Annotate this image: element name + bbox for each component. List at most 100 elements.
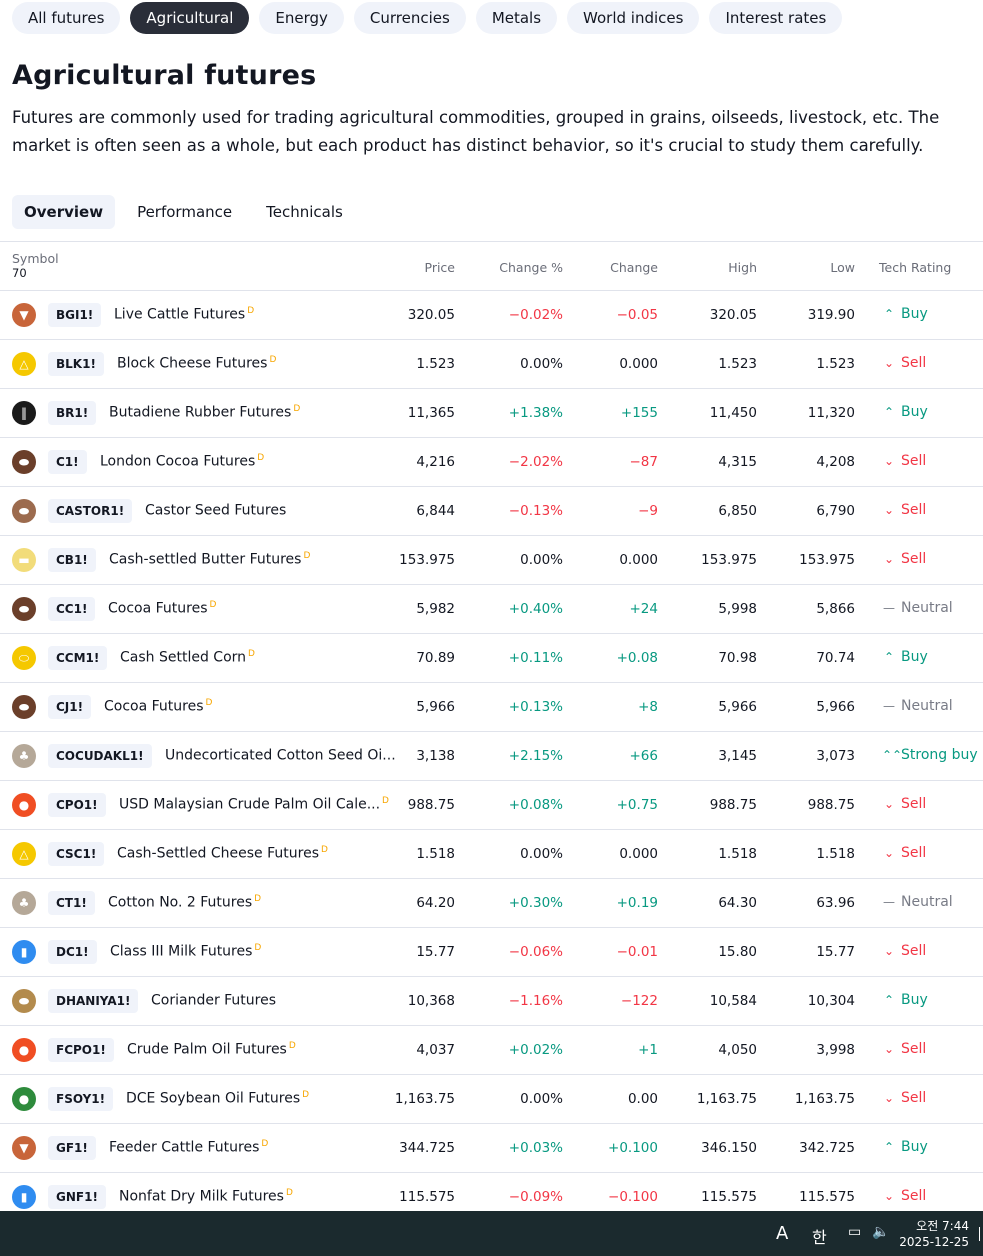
low-cell: 3,998	[816, 1042, 855, 1058]
ticker-badge[interactable]: CC1!	[48, 597, 96, 621]
header-tech-rating[interactable]: Tech Rating	[879, 260, 952, 275]
header-low[interactable]: Low	[830, 260, 855, 275]
table-row[interactable]: ⬬ C1! London Cocoa Futures D 4,216 −2.02% −87 4…	[0, 438, 983, 487]
double-chevron-up-icon: ⌃⌃	[882, 748, 903, 762]
low-cell: 342.725	[799, 1140, 855, 1156]
table-row[interactable]: ● FSOY1! DCE Soybean Oil Futures D 1,163.75 0…	[0, 1075, 983, 1124]
change-percent-cell: 0.00%	[520, 552, 563, 568]
table-row[interactable]: △ BLK1! Block Cheese Futures D 1.523 0.00% 0.0…	[0, 340, 983, 389]
tab-overview[interactable]: Overview	[12, 195, 116, 229]
symbol-name[interactable]: DCE Soybean Oil Futures D	[126, 1090, 309, 1107]
table-row[interactable]: ▼ GF1! Feeder Cattle Futures D 344.725 +0.03%…	[0, 1124, 983, 1173]
table-row[interactable]: ♣ COCUDAKL1! Undecorticated Cotton Seed Oi…	[0, 732, 983, 781]
tech-rating-cell: ⌄ Sell	[882, 551, 926, 567]
tech-rating-label: Buy	[901, 1139, 928, 1155]
table-row[interactable]: ⬬ DHANIYA1! Coriander Futures 10,368 −1.16% −…	[0, 977, 983, 1026]
header-change[interactable]: Change	[610, 260, 658, 275]
category-pill-currencies[interactable]: Currencies	[353, 2, 466, 34]
clock[interactable]: 오전 7:44 2025-12-25	[899, 1218, 969, 1250]
symbol-name[interactable]: Castor Seed Futures	[145, 502, 288, 519]
network-icon[interactable]: ▭	[848, 1224, 862, 1240]
table-row[interactable]: ▮ DC1! Class III Milk Futures D 15.77 −0.06% −…	[0, 928, 983, 977]
low-cell: 1,163.75	[794, 1091, 855, 1107]
table-row[interactable]: ⬬ CASTOR1! Castor Seed Futures 6,844 −0.13% −…	[0, 487, 983, 536]
table-row[interactable]: ▬ CB1! Cash-settled Butter Futures D 153.975…	[0, 536, 983, 585]
header-symbol[interactable]: Symbol 70	[12, 251, 59, 281]
tab-technicals[interactable]: Technicals	[266, 203, 343, 221]
volume-icon[interactable]: 🔈	[872, 1224, 890, 1240]
header-price[interactable]: Price	[424, 260, 456, 275]
ticker-badge[interactable]: BR1!	[48, 401, 97, 425]
table-row[interactable]: △ CSC1! Cash-Settled Cheese Futures D 1.518 0…	[0, 830, 983, 879]
symbol-name[interactable]: Block Cheese Futures D	[117, 355, 276, 372]
ticker-badge[interactable]: DC1!	[48, 940, 97, 964]
table-row[interactable]: ⬬ CJ1! Cocoa Futures D 5,966 +0.13% +8 5,966 5,9…	[0, 683, 983, 732]
table-row[interactable]: ‖ BR1! Butadiene Rubber Futures D 11,365 +1.3…	[0, 389, 983, 438]
ticker-badge[interactable]: CCM1!	[48, 646, 108, 670]
symbol-name-text: Nonfat Dry Milk Futures	[119, 1188, 284, 1205]
chevron-down-icon: ⌄	[883, 503, 895, 517]
ticker-badge[interactable]: BLK1!	[48, 352, 104, 376]
symbol-name[interactable]: Coriander Futures	[151, 992, 278, 1009]
table-row[interactable]: ▼ BGI1! Live Cattle Futures D 320.05 −0.02% −0…	[0, 291, 983, 340]
table-row[interactable]: ♣ CT1! Cotton No. 2 Futures D 64.20 +0.30% +0.…	[0, 879, 983, 928]
ime-korean-indicator[interactable]: 한	[812, 1228, 827, 1247]
ticker-badge[interactable]: CSC1!	[48, 842, 105, 866]
symbol-name[interactable]: Butadiene Rubber Futures D	[109, 404, 300, 421]
ticker-badge[interactable]: CJ1!	[48, 695, 92, 719]
category-pill-interest-rates[interactable]: Interest rates	[709, 2, 843, 34]
taskbar: A 한 ▭ 🔈 오전 7:44 2025-12-25	[0, 1211, 983, 1256]
ticker-badge[interactable]: DHANIYA1!	[48, 989, 139, 1013]
delayed-badge: D	[254, 894, 262, 904]
low-cell: 10,304	[807, 993, 855, 1009]
chevron-up-icon: ⌃	[883, 650, 895, 664]
tab-performance[interactable]: Performance	[137, 203, 233, 221]
header-high[interactable]: High	[728, 260, 757, 275]
tech-rating-cell: ⌄ Sell	[882, 453, 926, 469]
table-row[interactable]: ⬬ CC1! Cocoa Futures D 5,982 +0.40% +24 5,998 5,…	[0, 585, 983, 634]
symbol-name[interactable]: Cocoa Futures D	[108, 600, 216, 617]
symbol-name[interactable]: Cocoa Futures D	[104, 698, 212, 715]
ticker-badge[interactable]: FCPO1!	[48, 1038, 114, 1062]
ticker-badge[interactable]: FSOY1!	[48, 1087, 114, 1111]
page-description: Futures are commonly used for trading ag…	[12, 108, 940, 155]
symbol-name[interactable]: Nonfat Dry Milk Futures D	[119, 1188, 293, 1205]
category-pill-metals[interactable]: Metals	[475, 2, 558, 34]
category-pill-agricultural[interactable]: Agricultural	[130, 2, 250, 34]
ticker-badge[interactable]: BGI1!	[48, 303, 102, 327]
symbol-name[interactable]: Cash-Settled Cheese Futures D	[117, 845, 328, 862]
table-row[interactable]: ● FCPO1! Crude Palm Oil Futures D 4,037 +0.02…	[0, 1026, 983, 1075]
tech-rating-cell: ⌃ Buy	[882, 404, 928, 420]
ticker-badge[interactable]: COCUDAKL1!	[48, 744, 152, 768]
table-row[interactable]: ⬭ CCM1! Cash Settled Corn D 70.89 +0.11% +0.08…	[0, 634, 983, 683]
symbol-name[interactable]: Undecorticated Cotton Seed Oi...	[165, 747, 398, 764]
table-row[interactable]: ● CPO1! USD Malaysian Crude Palm Oil Cale.…	[0, 781, 983, 830]
delayed-badge: D	[382, 796, 389, 806]
ticker-badge[interactable]: CT1!	[48, 891, 95, 915]
symbol-name[interactable]: Cash Settled Corn D	[120, 649, 255, 666]
symbol-name[interactable]: Live Cattle Futures D	[114, 306, 254, 323]
category-pill-world-indices[interactable]: World indices	[567, 2, 700, 34]
category-pill-energy[interactable]: Energy	[259, 2, 344, 34]
symbol-name[interactable]: Class III Milk Futures D	[110, 943, 261, 960]
symbol-name[interactable]: USD Malaysian Crude Palm Oil Cale... D	[119, 796, 389, 813]
category-pill-all-futures[interactable]: All futures	[12, 2, 121, 34]
symbol-name[interactable]: Cash-settled Butter Futures D	[109, 551, 310, 568]
ticker-badge[interactable]: GF1!	[48, 1136, 96, 1160]
ticker-badge[interactable]: GNF1!	[48, 1185, 106, 1209]
symbol-name[interactable]: Crude Palm Oil Futures D	[127, 1041, 296, 1058]
show-desktop-button[interactable]	[979, 1227, 983, 1241]
ticker-badge[interactable]: CASTOR1!	[48, 499, 133, 523]
header-change-percent[interactable]: Change %	[499, 260, 563, 275]
symbol-name[interactable]: Cotton No. 2 Futures D	[108, 894, 261, 911]
ime-english-indicator[interactable]: A	[776, 1223, 789, 1244]
symbol-name[interactable]: Feeder Cattle Futures D	[109, 1139, 268, 1156]
header-symbol-label: Symbol	[12, 251, 59, 266]
price-cell: 11,365	[407, 405, 455, 421]
table-row[interactable]: ▮ GNF1! Nonfat Dry Milk Futures D 115.575 −0.…	[0, 1173, 983, 1222]
symbol-name[interactable]: London Cocoa Futures D	[100, 453, 264, 470]
ticker-badge[interactable]: CB1!	[48, 548, 96, 572]
ticker-badge[interactable]: CPO1!	[48, 793, 106, 817]
ticker-badge[interactable]: C1!	[48, 450, 87, 474]
tech-rating-cell: ⌄ Sell	[882, 796, 926, 812]
